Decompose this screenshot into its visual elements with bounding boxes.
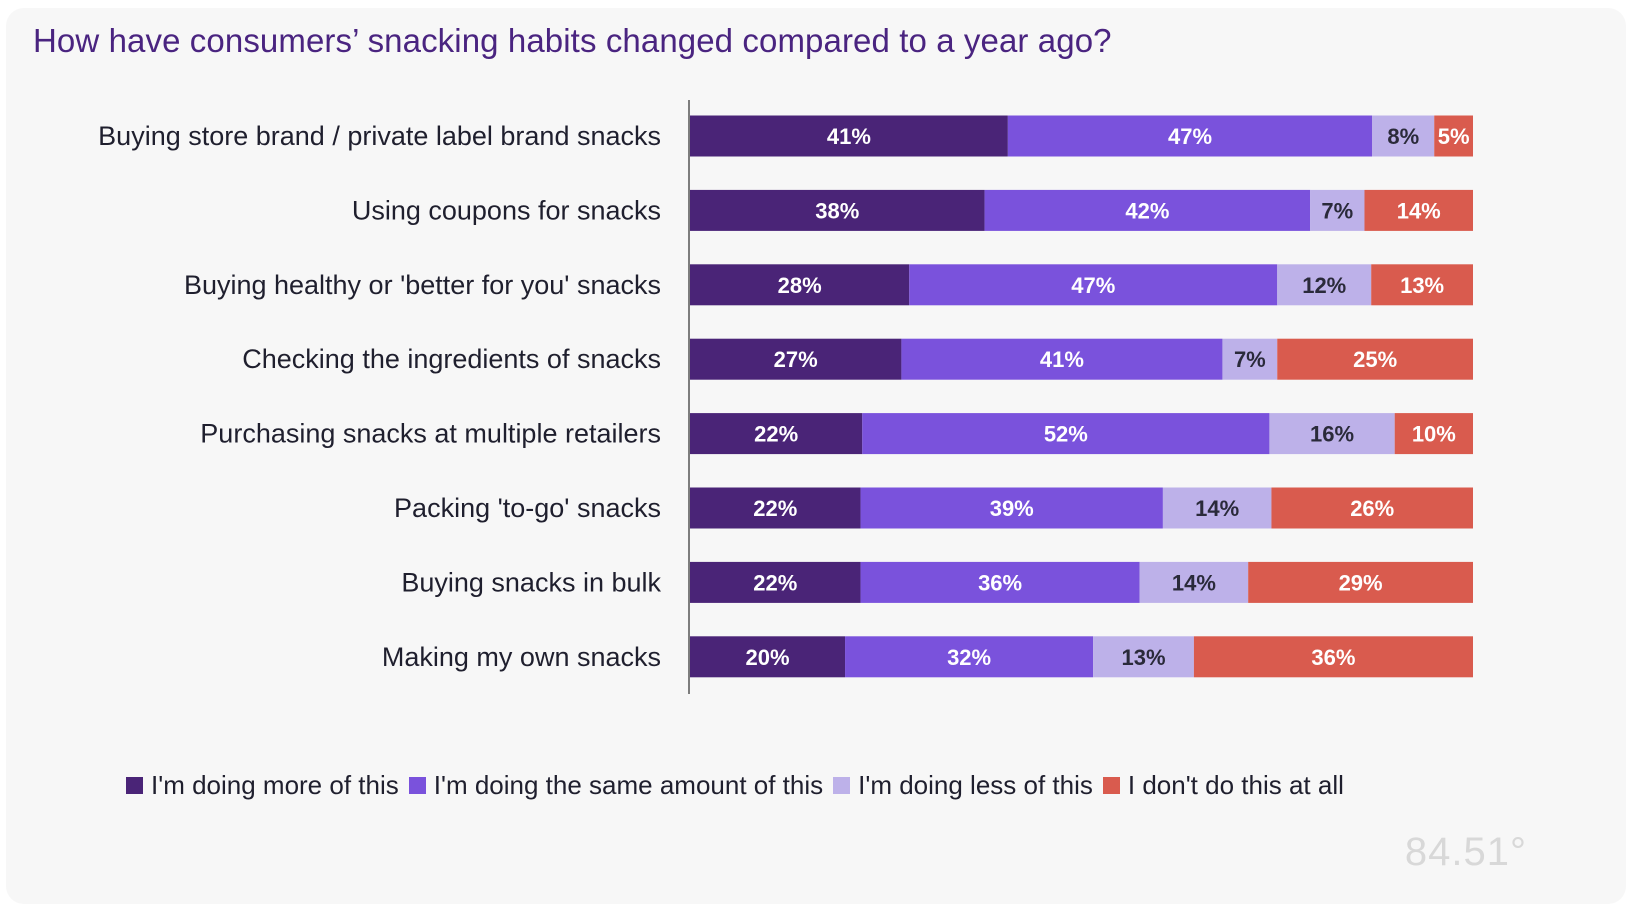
bar-segment xyxy=(1277,338,1473,380)
bar-segment xyxy=(1372,115,1435,157)
bar-segment xyxy=(1269,413,1395,455)
bar-segment xyxy=(1371,264,1473,306)
data-label: 14% xyxy=(1172,570,1216,595)
category-label: Packing 'to-go' snacks xyxy=(394,493,661,523)
data-label: 47% xyxy=(1071,273,1115,298)
chart-title: How have consumers’ snacking habits chan… xyxy=(33,22,1112,59)
data-label: 20% xyxy=(746,645,790,670)
category-label: Buying snacks in bulk xyxy=(401,567,661,597)
data-label: 38% xyxy=(815,198,859,223)
bar-segment xyxy=(901,338,1223,380)
legend-label: I don't do this at all xyxy=(1127,769,1344,800)
legend-item: I don't do this at all xyxy=(1102,769,1344,801)
category-label: Purchasing snacks at multiple retailers xyxy=(200,419,661,449)
bar-segment xyxy=(1007,115,1373,157)
brand-logo: 84.51° xyxy=(1404,830,1527,874)
data-label: 27% xyxy=(774,347,818,372)
bar-segment xyxy=(1434,115,1473,157)
bar-segment xyxy=(690,636,846,678)
legend-label: I'm doing more of this xyxy=(151,769,399,800)
bar-segment xyxy=(690,413,863,455)
bar-segment xyxy=(1139,561,1249,603)
bar-segment xyxy=(690,264,910,306)
data-label: 36% xyxy=(1311,645,1355,670)
data-label: 7% xyxy=(1234,347,1266,372)
category-label: Making my own snacks xyxy=(382,642,661,672)
bar-segment xyxy=(690,189,985,231)
bar-segment xyxy=(690,561,861,603)
data-label: 16% xyxy=(1310,422,1354,447)
data-label: 42% xyxy=(1125,198,1169,223)
bar-segment xyxy=(1277,264,1372,306)
data-label: 13% xyxy=(1400,273,1444,298)
data-label: 14% xyxy=(1195,496,1239,521)
legend: I'm doing more of this I'm doing the same… xyxy=(126,768,1344,802)
data-label: 7% xyxy=(1321,198,1353,223)
data-label: 32% xyxy=(947,645,991,670)
category-label: Using coupons for snacks xyxy=(352,195,661,225)
bar-segment xyxy=(860,487,1163,529)
legend-swatch xyxy=(126,776,143,794)
category-label: Buying store brand / private label brand… xyxy=(98,121,661,151)
data-label: 47% xyxy=(1168,124,1212,149)
data-label: 10% xyxy=(1412,422,1456,447)
data-label: 14% xyxy=(1397,198,1441,223)
legend-label: I'm doing less of this xyxy=(858,769,1093,800)
data-label: 29% xyxy=(1339,570,1383,595)
bar-segment xyxy=(984,189,1311,231)
legend-swatch xyxy=(1102,776,1120,794)
bar-segment xyxy=(1093,636,1194,678)
data-label: 52% xyxy=(1044,422,1088,447)
data-label: 26% xyxy=(1350,496,1394,521)
data-label: 22% xyxy=(754,422,798,447)
legend-label: I'm doing the same amount of this xyxy=(433,769,824,800)
data-label: 28% xyxy=(778,273,822,298)
bar-segment xyxy=(690,115,1008,157)
category-label: Checking the ingredients of snacks xyxy=(242,344,661,374)
data-label: 22% xyxy=(753,496,797,521)
bar-segment xyxy=(862,413,1270,455)
legend-item: I'm doing less of this xyxy=(833,770,1093,801)
data-label: 12% xyxy=(1302,273,1346,298)
data-label: 5% xyxy=(1438,124,1470,149)
bar-segment xyxy=(1271,487,1473,529)
data-label: 8% xyxy=(1387,124,1419,149)
bar-segment xyxy=(1193,636,1473,678)
bar-segment xyxy=(909,264,1278,306)
bar-segment xyxy=(690,338,902,380)
legend-item: I'm doing more of this xyxy=(126,770,399,801)
legend-item: I'm doing the same amount of this xyxy=(408,769,824,801)
data-label: 41% xyxy=(827,124,871,149)
bar-segment xyxy=(1162,487,1272,529)
legend-swatch xyxy=(833,776,851,794)
data-label: 41% xyxy=(1040,347,1084,372)
bar-segment xyxy=(860,561,1140,603)
data-label: 22% xyxy=(753,570,797,595)
data-label: 39% xyxy=(990,496,1034,521)
bar-segment xyxy=(845,636,1094,678)
category-label: Buying healthy or 'better for you' snack… xyxy=(184,270,661,300)
legend-swatch xyxy=(408,776,426,794)
bar-segment xyxy=(1364,189,1473,231)
data-label: 25% xyxy=(1353,347,1397,372)
chart-card xyxy=(6,8,1626,904)
data-label: 36% xyxy=(978,570,1022,595)
bar-segment xyxy=(1394,413,1473,455)
bar-segment xyxy=(690,487,861,529)
bar-segment xyxy=(1248,561,1473,603)
bar-segment xyxy=(1310,189,1365,231)
bar-segment xyxy=(1222,338,1278,380)
data-label: 13% xyxy=(1121,645,1165,670)
